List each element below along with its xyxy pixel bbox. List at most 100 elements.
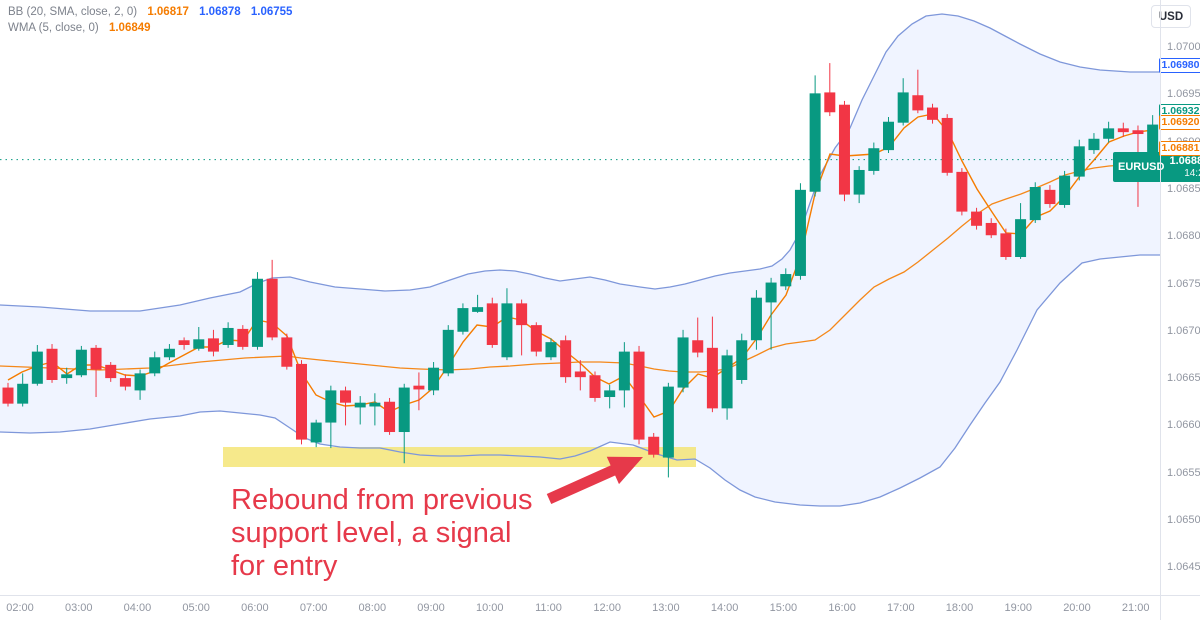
candle-body: [618, 351, 630, 391]
time-tick-label: 04:00: [123, 602, 152, 614]
candle-body: [222, 327, 234, 345]
price-tick-label: 1.06600: [1167, 419, 1200, 432]
candle-body: [633, 351, 645, 440]
candle-body: [589, 375, 601, 398]
candle-body: [2, 387, 14, 404]
time-tick-label: 08:00: [358, 602, 387, 614]
time-tick-label: 16:00: [828, 602, 856, 614]
candle-body: [1044, 189, 1056, 205]
candle-body: [1000, 233, 1012, 258]
candle-body: [1103, 128, 1115, 139]
price-tick-label: 1.06850: [1167, 182, 1200, 195]
price-pane[interactable]: BB (20, SMA, close, 2, 0) 1.06817 1.0687…: [0, 0, 1160, 595]
candle-body: [545, 342, 557, 358]
candle-body: [780, 274, 792, 287]
candle-body: [574, 371, 586, 378]
candle-body: [985, 222, 997, 236]
candle-body: [163, 348, 175, 358]
candle-body: [1147, 124, 1159, 172]
time-tick-label: 06:00: [241, 602, 269, 614]
last-price-value: 1.06881: [1169, 154, 1200, 167]
time-tick-label: 17:00: [887, 602, 915, 614]
candle-body: [824, 92, 836, 113]
time-tick-label: 02:00: [6, 602, 34, 614]
price-badge: 1.06881: [1159, 140, 1200, 156]
candle-body: [369, 402, 381, 407]
candle-body: [677, 337, 689, 388]
time-tick-label: 19:00: [1004, 602, 1032, 614]
bar-countdown: 14:22: [1184, 167, 1200, 179]
annotation-text[interactable]: Rebound from previous support level, a s…: [231, 484, 532, 583]
candle-body: [809, 93, 821, 192]
price-tick-label: 1.06450: [1167, 561, 1200, 574]
symbol-label: EURUSD: [1118, 161, 1165, 173]
candle-body: [1073, 146, 1085, 177]
time-tick-label: 21:00: [1121, 602, 1150, 614]
candle-body: [207, 338, 219, 352]
price-axis[interactable]: USD EURUSD 1.06881 14:22 1.07000 1.06950 1…: [1113, 0, 1200, 595]
last-price-badge: EURUSD 1.06881 14:22: [1113, 152, 1200, 182]
candle-body: [516, 303, 528, 326]
candle-body: [17, 383, 29, 404]
candle-body: [90, 347, 102, 370]
candle-body: [912, 95, 924, 111]
candle-body: [883, 121, 894, 151]
price-tick-label: 1.06800: [1167, 230, 1200, 243]
time-tick-label: 12:00: [593, 602, 621, 614]
time-tick-label: 09:00: [417, 602, 445, 614]
time-axis[interactable]: 02:00 03:00 04:00 05:00 06:00 07:00 08:00 09:00…: [0, 596, 1200, 620]
bb-upper-value: 1.06878: [199, 6, 241, 18]
price-tick-label: 1.06650: [1167, 372, 1200, 385]
time-tick-label: 15:00: [769, 602, 798, 614]
candle-body: [119, 378, 131, 387]
candle-body: [75, 349, 87, 376]
annotation-line: support level, a signal: [231, 517, 512, 549]
candle-body: [251, 278, 263, 347]
candle-body: [61, 374, 73, 379]
candle-body: [149, 357, 161, 374]
candle-body: [692, 340, 704, 353]
candle-body: [736, 340, 748, 380]
annotation-line: Rebound from previous: [231, 484, 533, 516]
candlestick-chart[interactable]: [0, 0, 1160, 595]
candle-body: [1117, 128, 1129, 133]
candle-body: [1132, 130, 1144, 135]
currency-toggle-button[interactable]: USD: [1151, 5, 1191, 28]
candle-body: [750, 297, 762, 341]
price-tick-label: 1.06750: [1167, 277, 1200, 290]
bb-legend-label: BB (20, SMA, close, 2, 0): [8, 6, 138, 18]
candle-body: [560, 340, 572, 378]
candle-body: [662, 386, 674, 458]
legend-row-wma[interactable]: WMA (5, close, 0) 1.06849: [8, 20, 292, 36]
candle-body: [897, 92, 909, 123]
candle-body: [530, 325, 542, 352]
candle-body: [428, 367, 440, 391]
candle-body: [721, 355, 733, 409]
bollinger-lower-line: [0, 254, 1160, 507]
time-tick-label: 05:00: [182, 602, 210, 614]
candle-body: [340, 390, 352, 403]
candle-body: [486, 303, 498, 345]
candle-body: [794, 189, 806, 276]
candle-body: [178, 340, 190, 345]
annotation-arrow-shaft[interactable]: [546, 463, 619, 505]
candle-body: [927, 107, 939, 120]
legend-row-bollinger[interactable]: BB (20, SMA, close, 2, 0) 1.06817 1.0687…: [8, 4, 292, 20]
candle-body: [237, 328, 249, 347]
support-zone-highlight[interactable]: [223, 447, 696, 467]
price-tick-label: 1.06950: [1167, 88, 1200, 101]
bollinger-upper-line: [0, 13, 1160, 312]
time-tick-label: 20:00: [1063, 602, 1091, 614]
candle-body: [134, 373, 146, 391]
candle-body: [296, 363, 307, 440]
price-badge: 1.06980: [1159, 58, 1200, 74]
price-tick-label: 1.06550: [1167, 466, 1200, 479]
indicator-legend: BB (20, SMA, close, 2, 0) 1.06817 1.0687…: [8, 4, 292, 36]
time-tick-label: 03:00: [64, 602, 93, 614]
annotation-arrow-head[interactable]: [606, 456, 643, 485]
candle-body: [868, 148, 880, 171]
candle-body: [266, 278, 278, 338]
bb-basis-value: 1.06817: [147, 6, 189, 18]
annotation-line: for entry: [231, 550, 338, 582]
price-tick-label: 1.06700: [1167, 324, 1200, 337]
